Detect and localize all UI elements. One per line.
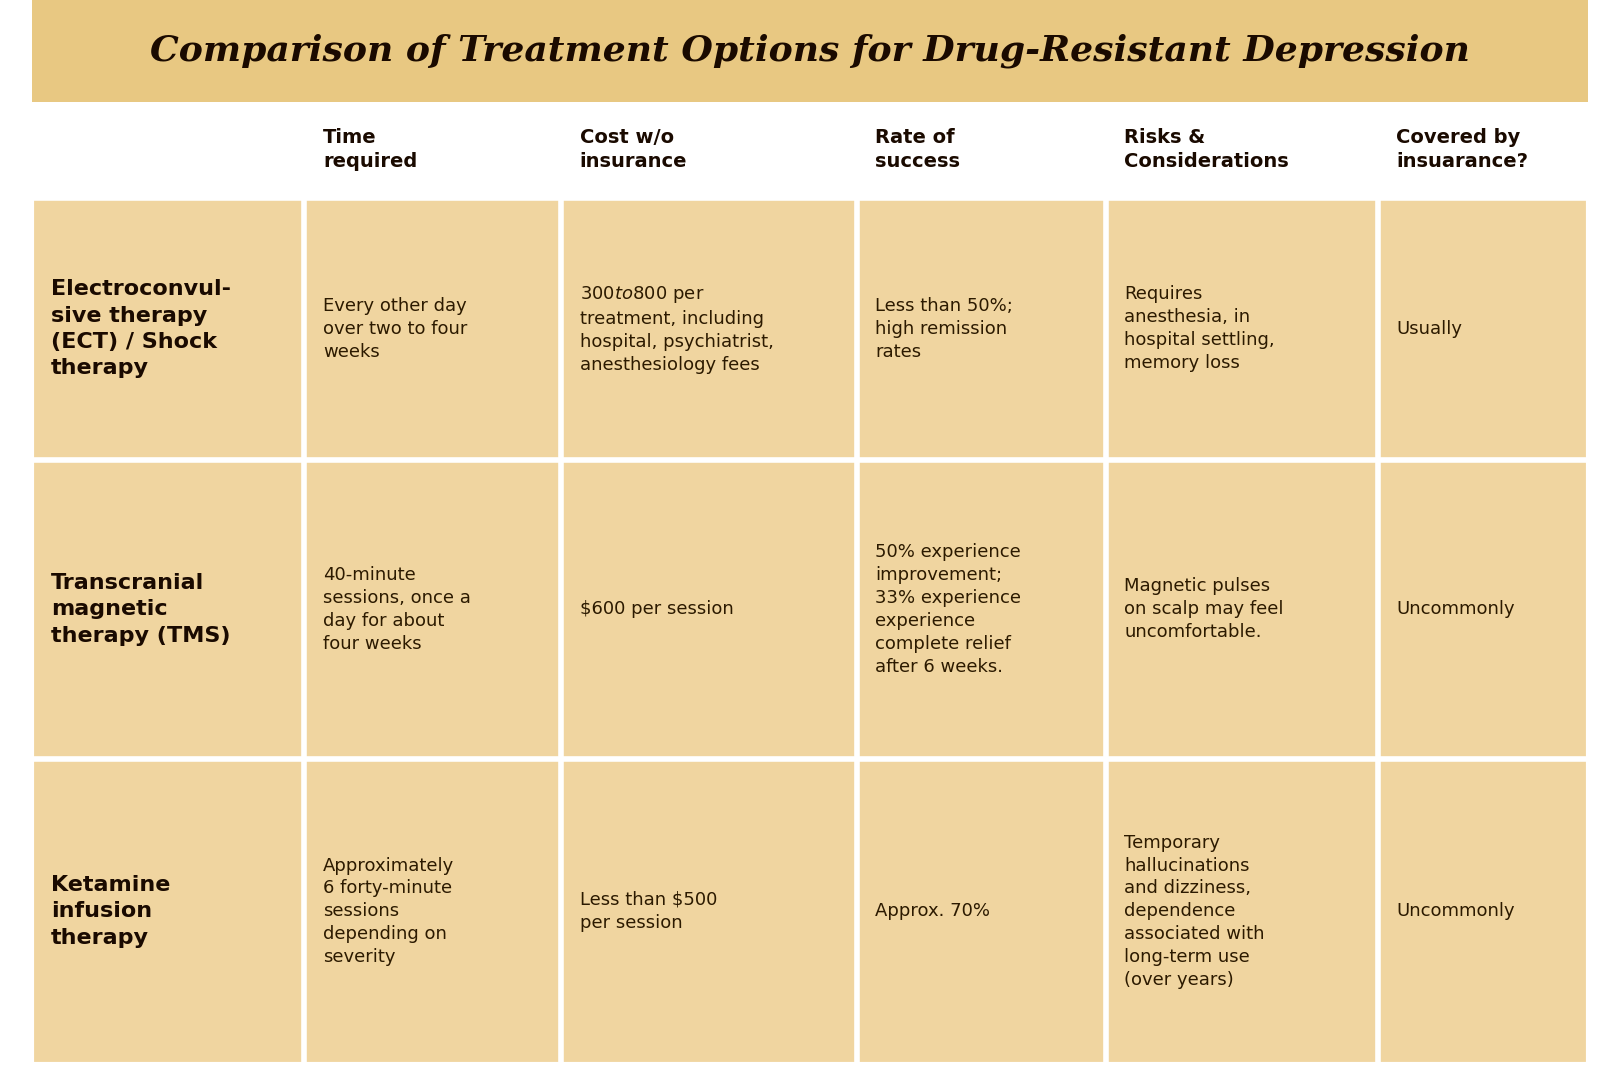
FancyBboxPatch shape (857, 460, 1105, 759)
FancyBboxPatch shape (305, 759, 561, 1064)
FancyBboxPatch shape (32, 759, 305, 1064)
Text: Electroconvul-
sive therapy
(ECT) / Shock
therapy: Electroconvul- sive therapy (ECT) / Shoc… (50, 279, 232, 378)
Text: Temporary
hallucinations
and dizziness,
dependence
associated with
long-term use: Temporary hallucinations and dizziness, … (1124, 834, 1265, 989)
Text: Time
required: Time required (322, 128, 418, 171)
FancyBboxPatch shape (32, 460, 305, 759)
Text: $300 to $800 per
treatment, including
hospital, psychiatrist,
anesthesiology fee: $300 to $800 per treatment, including ho… (580, 284, 774, 373)
Text: 50% experience
improvement;
33% experience
experience
complete relief
after 6 we: 50% experience improvement; 33% experien… (875, 543, 1021, 676)
Text: Approximately
6 forty-minute
sessions
depending on
severity: Approximately 6 forty-minute sessions de… (322, 856, 454, 966)
Text: Transcranial
magnetic
therapy (TMS): Transcranial magnetic therapy (TMS) (50, 573, 230, 646)
Text: Rate of
success: Rate of success (875, 128, 961, 171)
FancyBboxPatch shape (561, 759, 857, 1064)
FancyBboxPatch shape (1377, 460, 1588, 759)
FancyBboxPatch shape (857, 198, 1105, 460)
Text: Uncommonly: Uncommonly (1396, 601, 1515, 618)
Text: Covered by
insuarance?: Covered by insuarance? (1396, 128, 1529, 171)
Text: Ketamine
infusion
therapy: Ketamine infusion therapy (50, 874, 170, 948)
Text: 40-minute
sessions, once a
day for about
four weeks: 40-minute sessions, once a day for about… (322, 566, 471, 653)
FancyBboxPatch shape (305, 460, 561, 759)
FancyBboxPatch shape (305, 198, 561, 460)
FancyBboxPatch shape (32, 198, 305, 460)
Text: Less than 50%;
high remission
rates: Less than 50%; high remission rates (875, 297, 1012, 360)
FancyBboxPatch shape (857, 759, 1105, 1064)
Text: $600 per session: $600 per session (580, 601, 734, 618)
Text: Uncommonly: Uncommonly (1396, 902, 1515, 920)
Text: Every other day
over two to four
weeks: Every other day over two to four weeks (322, 297, 468, 360)
FancyBboxPatch shape (32, 0, 1588, 102)
Text: Less than $500
per session: Less than $500 per session (580, 890, 718, 932)
Text: Magnetic pulses
on scalp may feel
uncomfortable.: Magnetic pulses on scalp may feel uncomf… (1124, 577, 1283, 641)
Text: Cost w/o
insurance: Cost w/o insurance (580, 128, 687, 171)
FancyBboxPatch shape (1105, 759, 1377, 1064)
FancyBboxPatch shape (1105, 460, 1377, 759)
FancyBboxPatch shape (561, 460, 857, 759)
Text: Comparison of Treatment Options for Drug-Resistant Depression: Comparison of Treatment Options for Drug… (151, 33, 1469, 68)
Text: Approx. 70%: Approx. 70% (875, 902, 990, 920)
FancyBboxPatch shape (1105, 198, 1377, 460)
FancyBboxPatch shape (1377, 759, 1588, 1064)
Text: Requires
anesthesia, in
hospital settling,
memory loss: Requires anesthesia, in hospital settlin… (1124, 285, 1275, 372)
Text: Usually: Usually (1396, 320, 1463, 338)
Text: Risks &
Considerations: Risks & Considerations (1124, 128, 1290, 171)
FancyBboxPatch shape (1377, 198, 1588, 460)
FancyBboxPatch shape (32, 102, 1588, 198)
FancyBboxPatch shape (561, 198, 857, 460)
